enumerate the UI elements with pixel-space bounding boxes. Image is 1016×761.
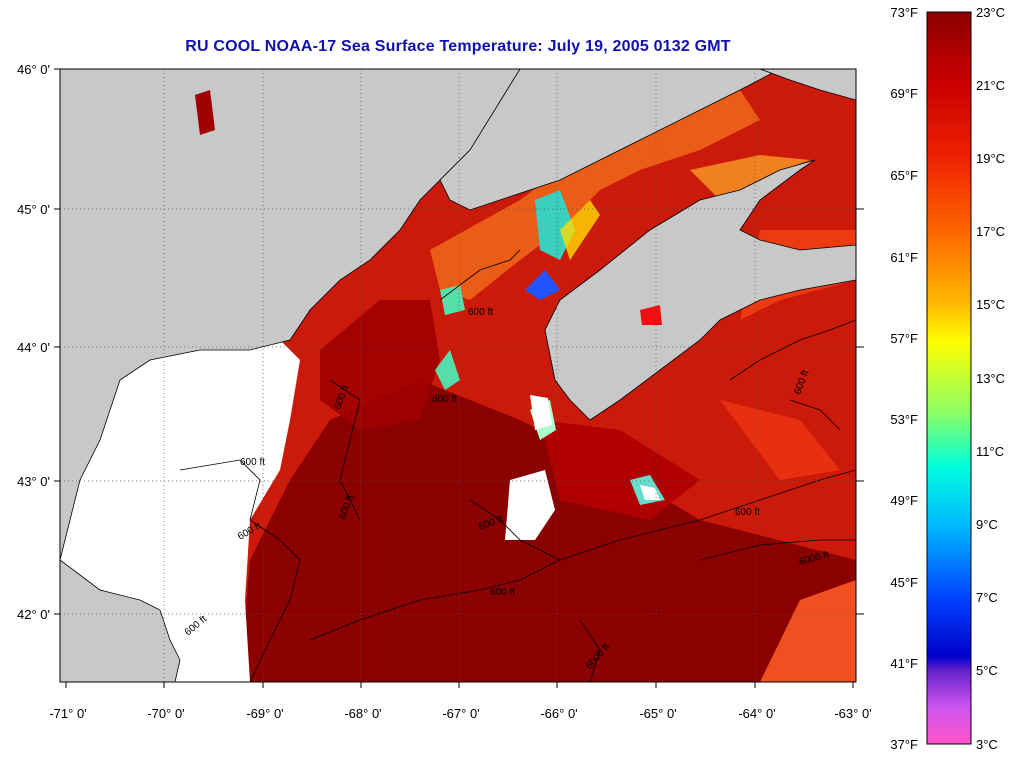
bay-of-fundy-water bbox=[430, 90, 760, 300]
warm-water-region-north bbox=[320, 300, 440, 430]
cold-blue-patch bbox=[525, 270, 560, 300]
colorbar-c-label: 17°C bbox=[976, 224, 1005, 239]
no-data-cloud-2 bbox=[530, 395, 552, 430]
lon-label: -69° 0' bbox=[246, 706, 283, 721]
colorbar-c-label: 9°C bbox=[976, 517, 998, 532]
no-data-cloud-3 bbox=[640, 485, 660, 500]
colorbar-f-label: 65°F bbox=[890, 168, 918, 183]
colorbar-f-label: 37°F bbox=[890, 737, 918, 752]
lat-label: 42° 0' bbox=[17, 607, 50, 622]
lon-label: -63° 0' bbox=[834, 706, 871, 721]
inland-lake-patch bbox=[195, 90, 215, 135]
colorbar-c-label: 19°C bbox=[976, 151, 1005, 166]
colorbar-c-label: 15°C bbox=[976, 297, 1005, 312]
colorbar-c-label: 7°C bbox=[976, 590, 998, 605]
colorbar-fahrenheit-labels: 73°F 69°F 65°F 61°F 57°F 53°F 49°F 45°F … bbox=[890, 5, 918, 752]
colorbar-f-label: 69°F bbox=[890, 86, 918, 101]
longitude-labels: -71° 0' -70° 0' -69° 0' -68° 0' -67° 0' … bbox=[49, 706, 871, 721]
colorbar-c-label: 11°C bbox=[976, 444, 1004, 459]
colorbar-c-label: 5°C bbox=[976, 663, 998, 678]
latitude-labels: 46° 0' 45° 0' 44° 0' 43° 0' 42° 0' bbox=[17, 62, 50, 622]
lat-label: 43° 0' bbox=[17, 474, 50, 489]
no-data-cloud-1 bbox=[505, 470, 555, 540]
inland-lake-patch-2 bbox=[640, 305, 662, 325]
map-grid bbox=[60, 69, 856, 682]
axis-ticks bbox=[54, 68, 864, 688]
lon-label: -66° 0' bbox=[540, 706, 577, 721]
lat-label: 46° 0' bbox=[17, 62, 50, 77]
colorbar bbox=[926, 11, 972, 745]
lat-label: 44° 0' bbox=[17, 340, 50, 355]
offshore-water-patch bbox=[760, 580, 856, 682]
offshore-water-patch-2 bbox=[720, 400, 840, 480]
land-nova-scotia bbox=[544, 159, 856, 421]
colorbar-c-label: 3°C bbox=[976, 737, 998, 752]
cool-patch-west bbox=[435, 350, 460, 390]
colorbar-f-label: 49°F bbox=[890, 493, 918, 508]
contour-label: 600 ft bbox=[240, 457, 265, 468]
lon-label: -65° 0' bbox=[639, 706, 676, 721]
lon-label: -64° 0' bbox=[738, 706, 775, 721]
lon-label: -70° 0' bbox=[147, 706, 184, 721]
plot-frame bbox=[59, 68, 857, 683]
land-new-brunswick bbox=[439, 69, 781, 211]
lat-label: 45° 0' bbox=[17, 202, 50, 217]
contour-label: 600 ft bbox=[468, 307, 493, 318]
colorbar-f-label: 57°F bbox=[890, 331, 918, 346]
warm-water-region bbox=[240, 380, 856, 682]
colorbar-celsius-labels: 23°C 21°C 19°C 17°C 15°C 13°C 11°C 9°C 7… bbox=[976, 5, 1005, 752]
yellow-patch bbox=[560, 200, 600, 260]
lon-label: -71° 0' bbox=[49, 706, 86, 721]
land-northeast bbox=[759, 69, 856, 101]
colorbar-c-label: 13°C bbox=[976, 371, 1005, 386]
cool-patch-north bbox=[440, 285, 465, 315]
colorbar-f-label: 41°F bbox=[890, 656, 918, 671]
map-title: RU COOL NOAA-17 Sea Surface Temperature:… bbox=[185, 38, 731, 55]
contour-label: 600 ft bbox=[735, 507, 760, 518]
colorbar-f-label: 53°F bbox=[890, 412, 918, 427]
land-cape-cod bbox=[60, 559, 181, 682]
minas-basin-water bbox=[690, 155, 810, 200]
colorbar-c-label: 21°C bbox=[976, 78, 1005, 93]
contour-label: 600 ft bbox=[432, 394, 457, 405]
lon-label: -67° 0' bbox=[442, 706, 479, 721]
colorbar-f-label: 73°F bbox=[890, 5, 918, 20]
colorbar-f-label: 61°F bbox=[890, 250, 918, 265]
contour-label: 600 ft bbox=[490, 587, 515, 598]
lon-label: -68° 0' bbox=[344, 706, 381, 721]
colorbar-c-label: 23°C bbox=[976, 5, 1005, 20]
bathymetry-contours bbox=[179, 249, 856, 682]
map-plot-area bbox=[60, 69, 856, 682]
colorbar-f-label: 45°F bbox=[890, 575, 918, 590]
